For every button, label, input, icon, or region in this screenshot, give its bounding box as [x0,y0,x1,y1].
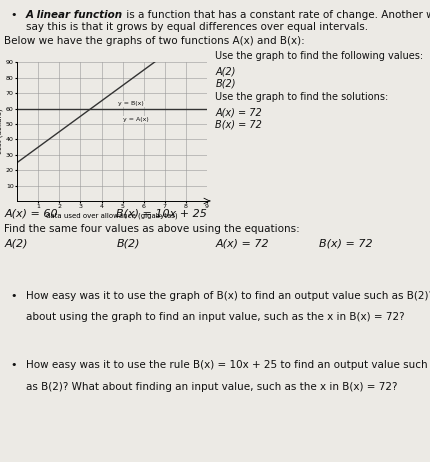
Text: How easy was it to use the graph of B(x) to find an output value such as B(2)? W: How easy was it to use the graph of B(x)… [26,291,430,301]
Text: say this is that it grows by equal differences over equal intervals.: say this is that it grows by equal diffe… [26,22,367,32]
Text: as B(2)? What about finding an input value, such as the x in B(x) = 72?: as B(2)? What about finding an input val… [26,382,396,392]
Text: A linear function: A linear function [26,10,123,20]
Text: y = B(x): y = B(x) [118,102,144,106]
Text: Below we have the graphs of two functions A(x) and B(x):: Below we have the graphs of two function… [4,36,304,46]
Y-axis label: cost (dollars): cost (dollars) [0,109,3,154]
Text: y = A(x): y = A(x) [122,117,148,122]
Text: A(2): A(2) [4,238,28,249]
Text: B(x) = 72: B(x) = 72 [215,119,262,129]
Text: A(2): A(2) [215,66,235,76]
Text: Use the graph to find the solutions:: Use the graph to find the solutions: [215,92,388,103]
Text: A(x) = 72: A(x) = 72 [215,107,261,117]
Text: •: • [11,10,17,20]
Text: is a function that has a constant rate of change. Another way to: is a function that has a constant rate o… [123,10,430,20]
Text: B(2): B(2) [116,238,140,249]
Text: A(x) = 60: A(x) = 60 [4,209,58,219]
Text: B(x) = 10x + 25: B(x) = 10x + 25 [116,209,207,219]
X-axis label: data used over allowance (gigabytes): data used over allowance (gigabytes) [46,212,178,219]
Text: A(x) = 72: A(x) = 72 [215,238,268,249]
Text: Find the same four values as above using the equations:: Find the same four values as above using… [4,224,299,234]
Text: •: • [11,291,17,301]
Text: •: • [11,360,17,371]
Text: about using the graph to find an input value, such as the x in B(x) = 72?: about using the graph to find an input v… [26,312,403,322]
Text: B(x) = 72: B(x) = 72 [318,238,372,249]
Text: B(2): B(2) [215,79,236,89]
Text: Use the graph to find the following values:: Use the graph to find the following valu… [215,51,423,61]
Text: How easy was it to use the rule B(x) = 10x + 25 to find an output value such: How easy was it to use the rule B(x) = 1… [26,360,427,371]
